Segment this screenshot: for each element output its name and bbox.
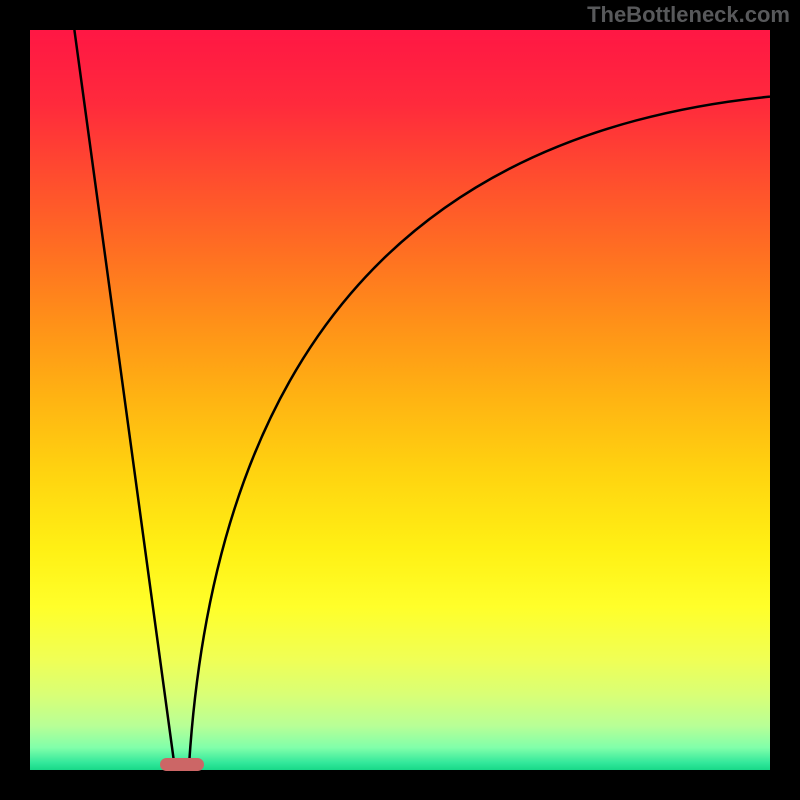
chart-container: TheBottleneck.com [0,0,800,800]
bottleneck-curve [30,30,770,770]
optimal-point-marker [160,758,204,771]
watermark-text: TheBottleneck.com [587,2,790,28]
plot-area [30,30,770,770]
